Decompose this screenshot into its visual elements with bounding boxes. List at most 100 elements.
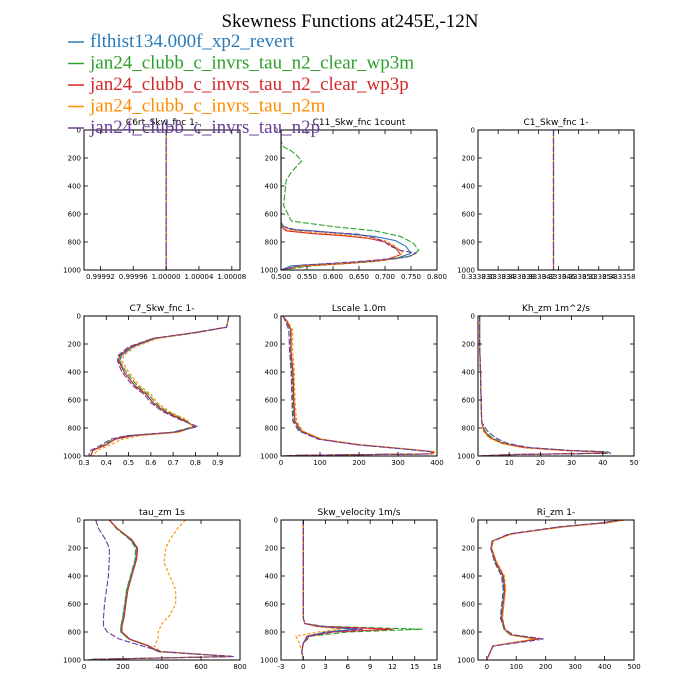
x-tick-label: 0 bbox=[82, 663, 86, 671]
y-tick-label: 0 bbox=[471, 127, 475, 135]
series-line-n2m bbox=[281, 130, 404, 270]
plot-frame bbox=[280, 315, 438, 457]
series-line-n2m bbox=[486, 520, 626, 660]
y-tick-label: 200 bbox=[68, 545, 81, 553]
y-tick-label: 200 bbox=[265, 341, 278, 349]
x-tick-label: 1.00004 bbox=[184, 273, 213, 281]
series-line-wp3m bbox=[87, 520, 233, 660]
x-tick-label: 0.550 bbox=[297, 273, 317, 281]
x-tick-label: 0.99992 bbox=[86, 273, 115, 281]
panel-5: Lscale 1.0m 0 100 200 300 400 0 200 400 600 800 100… bbox=[260, 304, 444, 467]
y-tick-label: 1000 bbox=[63, 657, 81, 665]
legend-item-n2p: jan24_clubb_c_invrs_tau_n2p bbox=[68, 117, 320, 138]
legend-item-wp3p: jan24_clubb_c_invrs_tau_n2_clear_wp3p bbox=[68, 74, 409, 95]
panel-4: C7_Skw_fnc 1- 0.3 0.4 0.5 0.6 0.7 0.8 0.9 0 200 40… bbox=[63, 304, 241, 467]
series-line-wp3m bbox=[486, 520, 621, 660]
y-tick-label: 1000 bbox=[63, 453, 81, 461]
y-tick-label: 600 bbox=[68, 397, 81, 405]
x-tick-label: 0.99996 bbox=[119, 273, 148, 281]
x-tick-label: 200 bbox=[539, 663, 552, 671]
x-tick-label: 200 bbox=[352, 459, 365, 467]
x-tick-label: 600 bbox=[194, 663, 207, 671]
series-line-n2p bbox=[486, 520, 620, 660]
y-tick-label: 1000 bbox=[457, 657, 475, 665]
legend-label: jan24_clubb_c_invrs_tau_n2_clear_wp3p bbox=[89, 74, 409, 95]
x-tick-label: 400 bbox=[598, 663, 611, 671]
y-tick-label: 1000 bbox=[260, 657, 278, 665]
series-line-flthist bbox=[282, 316, 434, 456]
x-tick-label: 0 bbox=[476, 459, 480, 467]
y-tick-label: 800 bbox=[462, 629, 475, 637]
panel-title: tau_zm 1s bbox=[139, 508, 185, 518]
series-line-flthist bbox=[479, 316, 607, 456]
x-tick-label: 0.600 bbox=[323, 273, 343, 281]
plot-frame bbox=[83, 129, 241, 271]
series-line-wp3m bbox=[281, 130, 420, 270]
series-line-wp3p bbox=[87, 520, 234, 660]
x-tick-label: 300 bbox=[568, 663, 581, 671]
y-tick-label: 800 bbox=[68, 239, 81, 247]
x-tick-label: 30 bbox=[567, 459, 576, 467]
panel-title: C6rt_Skw_fnc 1- bbox=[126, 118, 198, 128]
x-tick-label: 400 bbox=[155, 663, 168, 671]
y-tick-label: 800 bbox=[265, 425, 278, 433]
x-tick-label: 18 bbox=[433, 663, 442, 671]
x-tick-label: 300 bbox=[391, 459, 404, 467]
y-tick-label: 600 bbox=[68, 601, 81, 609]
series-line-wp3p bbox=[301, 520, 393, 660]
y-tick-label: 200 bbox=[462, 341, 475, 349]
x-tick-label: 0.3 bbox=[78, 459, 89, 467]
y-tick-label: 200 bbox=[68, 341, 81, 349]
y-tick-label: 1000 bbox=[260, 453, 278, 461]
plot-frame bbox=[83, 315, 241, 457]
x-tick-label: 6 bbox=[346, 663, 351, 671]
y-tick-label: 0 bbox=[77, 517, 81, 525]
panel-9: Ri_zm 1- 0 100 200 300 400 500 0 200 400 600 800 100… bbox=[457, 508, 641, 671]
series-line-flthist bbox=[281, 130, 412, 270]
x-tick-label: 200 bbox=[116, 663, 129, 671]
plot-frame bbox=[280, 519, 438, 661]
legend-label: jan24_clubb_c_invrs_tau_n2_clear_wp3m bbox=[89, 53, 414, 74]
x-tick-label: 20 bbox=[536, 459, 545, 467]
series-line-n2p bbox=[87, 316, 230, 456]
x-tick-label: 0.333358 bbox=[602, 273, 635, 281]
x-tick-label: 10 bbox=[505, 459, 514, 467]
series-line-flthist bbox=[87, 520, 233, 660]
panel-title: Skw_velocity 1m/s bbox=[317, 508, 400, 518]
x-tick-label: 3 bbox=[323, 663, 327, 671]
series-line-wp3p bbox=[479, 316, 606, 456]
x-tick-label: 100 bbox=[510, 663, 523, 671]
x-tick-label: 0 bbox=[301, 663, 305, 671]
series-line-n2p bbox=[282, 316, 432, 456]
x-tick-label: 0 bbox=[279, 459, 283, 467]
y-tick-label: 400 bbox=[462, 573, 475, 581]
series-line-n2m bbox=[282, 316, 436, 456]
x-tick-label: 0.500 bbox=[271, 273, 291, 281]
y-tick-label: 800 bbox=[68, 629, 81, 637]
series-line-wp3m bbox=[282, 316, 433, 456]
x-tick-label: 0.333334 bbox=[481, 273, 515, 281]
panel-1: C6rt_Skw_fnc 1-0.99992 0.99996 1.00000 1.00… bbox=[63, 118, 246, 281]
x-tick-label: 0.333338 bbox=[502, 273, 535, 281]
plot-frame bbox=[477, 129, 635, 271]
x-tick-label: 0.333350 bbox=[562, 273, 595, 281]
series-line-n2m bbox=[92, 316, 230, 456]
y-tick-label: 1000 bbox=[260, 267, 278, 275]
panel-title: C1_Skw_fnc 1- bbox=[524, 118, 589, 128]
x-tick-label: 0.650 bbox=[349, 273, 369, 281]
series-line-n2m bbox=[87, 520, 233, 660]
y-tick-label: 0 bbox=[471, 313, 475, 321]
series-line-wp3p bbox=[282, 316, 435, 456]
x-tick-label: 0.700 bbox=[375, 273, 395, 281]
y-tick-label: 800 bbox=[68, 425, 81, 433]
y-tick-label: 600 bbox=[462, 211, 475, 219]
x-tick-label: 50 bbox=[630, 459, 639, 467]
x-tick-label: 0.4 bbox=[101, 459, 113, 467]
y-tick-label: 400 bbox=[462, 183, 475, 191]
x-tick-label: -3 bbox=[278, 663, 285, 671]
x-tick-label: 0.7 bbox=[168, 459, 179, 467]
x-tick-label: 40 bbox=[598, 459, 607, 467]
y-tick-label: 0 bbox=[274, 127, 278, 135]
plot-frame bbox=[477, 315, 635, 457]
